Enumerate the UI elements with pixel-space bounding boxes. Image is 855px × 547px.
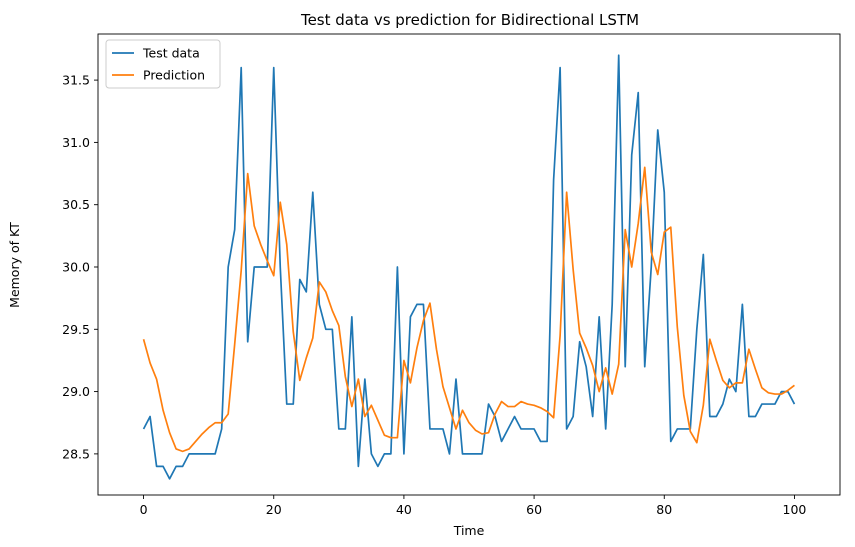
y-tick-label: 29.0	[62, 384, 90, 399]
y-axis-label: Memory of KT	[7, 222, 22, 308]
plot-frame	[97, 33, 841, 496]
legend-label: Prediction	[143, 68, 205, 83]
x-tick-label: 20	[266, 502, 282, 517]
y-tick-label: 28.5	[62, 446, 90, 461]
y-tick-label: 31.5	[62, 73, 90, 88]
y-axis-ticks: 28.5 29.0 29.5 30.0 30.5 31.0 31.5	[62, 73, 98, 461]
x-axis-ticks: 0 20 40 60 80 100	[140, 495, 807, 517]
legend: Test data Prediction	[105, 39, 221, 89]
y-tick-label: 30.0	[62, 259, 90, 274]
y-tick-label: 29.5	[62, 322, 90, 337]
series-line-1	[142, 166, 795, 453]
legend-box	[105, 39, 221, 89]
x-tick-label: 40	[396, 502, 412, 517]
y-tick-label: 31.0	[62, 135, 90, 150]
legend-label: Test data	[142, 46, 200, 61]
x-tick-label: 60	[526, 502, 542, 517]
chart-title: Test data vs prediction for Bidirectiona…	[300, 11, 639, 29]
y-tick-label: 30.5	[62, 197, 90, 212]
plot-lines	[142, 54, 796, 480]
x-tick-label: 100	[783, 502, 807, 517]
x-tick-label: 80	[656, 502, 672, 517]
x-tick-label: 0	[140, 502, 148, 517]
x-axis-label: Time	[453, 523, 485, 538]
series-line-0	[142, 54, 796, 480]
